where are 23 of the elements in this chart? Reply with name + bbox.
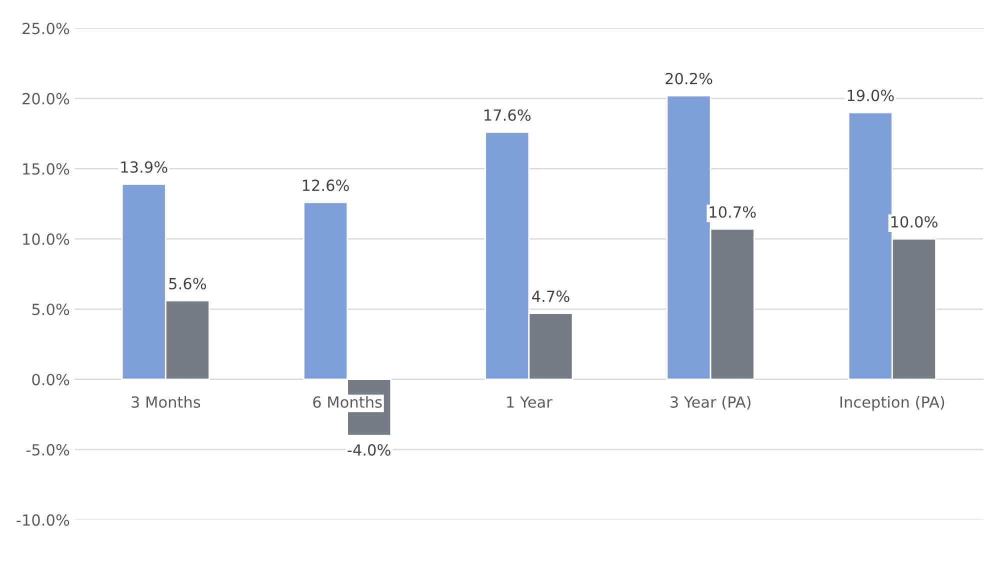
y-tick-label: 10.0% (23, 233, 70, 245)
data-label: 10.7% (710, 206, 756, 218)
x-tick-label: Inception (PA) (840, 396, 944, 411)
data-label: 5.6% (169, 278, 206, 290)
data-label: 19.0% (848, 90, 894, 102)
data-label: 12.6% (302, 180, 349, 192)
y-tick-label: 25.0% (22, 22, 70, 34)
y-tick-label: 5.0% (32, 304, 70, 316)
y-tick-label: -5.0% (26, 444, 70, 456)
data-label: 17.6% (484, 109, 531, 121)
data-label: 4.7% (532, 290, 570, 302)
y-tick-label: -10.0% (16, 514, 70, 526)
y-tick-label: 20.0% (22, 92, 70, 104)
data-label: -4.0% (348, 444, 390, 456)
data-label: 10.0% (891, 216, 938, 228)
x-tick-label: 3 Months (132, 396, 200, 408)
data-label: 20.2% (666, 72, 712, 84)
y-tick-label: 15.0% (23, 163, 70, 175)
y-tick-label: 0.0% (32, 374, 70, 386)
x-tick-label: 6 Months (313, 396, 382, 408)
x-tick-label: 1 Year (507, 396, 552, 408)
x-tick-label: 3 Year (PA) (670, 396, 750, 410)
data-label: 13.9% (121, 161, 168, 173)
